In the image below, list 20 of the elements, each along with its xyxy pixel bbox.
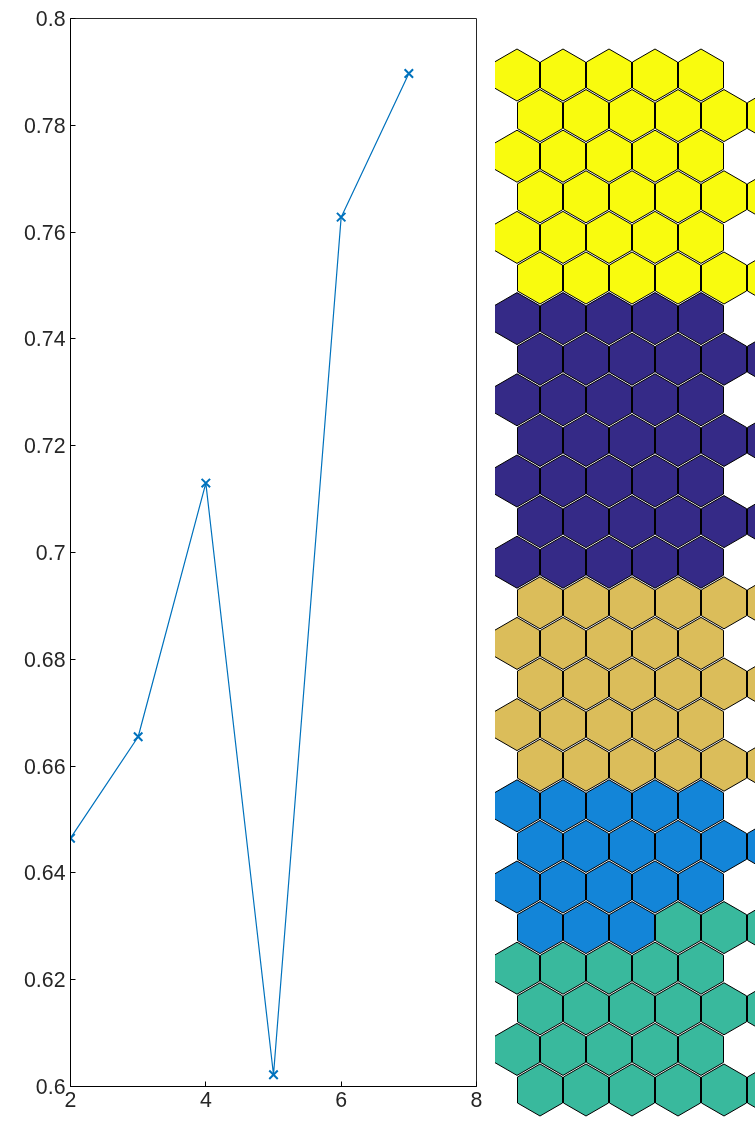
point [335,211,347,223]
x-tick-label: 4 [199,1087,212,1112]
y-tick-label: 0.72 [23,434,66,459]
y-tick-label: 0.8 [35,7,66,31]
point [403,68,415,79]
point [132,731,144,742]
y-tick-label: 0.64 [23,861,66,886]
y-tick-label: 0.62 [23,968,66,993]
point [200,477,212,489]
x-tick-label: 2 [64,1087,77,1112]
y-tick-label: 0.66 [23,754,66,779]
x-tick-label: 8 [470,1087,483,1112]
y-tick-label: 0.7 [35,541,66,565]
y-tick-label: 0.68 [23,647,66,672]
y-tick-label: 0.76 [23,220,66,245]
y-tick-label: 0.78 [23,113,66,138]
y-tick-label: 0.6 [35,1075,66,1099]
x-tick-label: 6 [335,1087,348,1112]
y-tick-label: 0.74 [23,327,66,352]
point [268,1069,279,1080]
